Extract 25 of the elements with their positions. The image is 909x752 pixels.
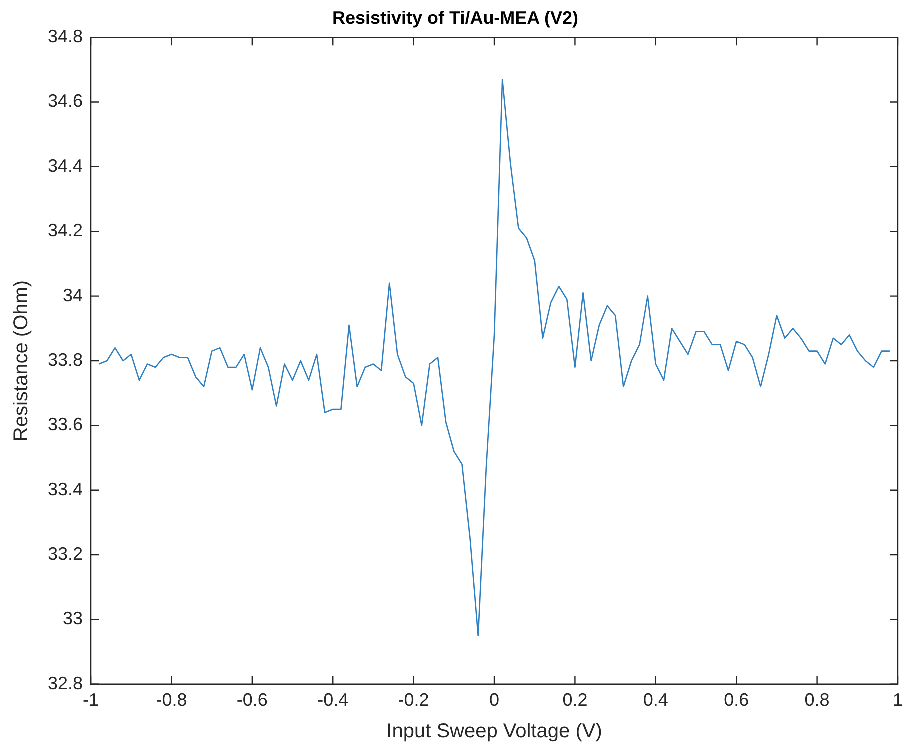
x-tick-label: 0.2: [562, 690, 588, 710]
x-tick-label: 1: [892, 690, 903, 710]
x-tick-label: 0: [490, 690, 500, 710]
y-tick-label: 32.8: [48, 673, 84, 694]
x-axis-title: Input Sweep Voltage (V): [386, 720, 602, 743]
y-tick-label: 34.2: [48, 220, 84, 241]
y-axis-title: Resistance (Ohm): [10, 280, 33, 442]
x-tick-label: 0.8: [804, 690, 830, 710]
chart-title: Resistivity of Ti/Au-MEA (V2): [332, 8, 579, 28]
y-tick-label: 33: [63, 608, 84, 629]
x-tick-label: 0.6: [724, 690, 750, 710]
y-tick-label: 34.6: [48, 91, 84, 112]
x-tick-label: -0.8: [156, 690, 188, 710]
x-tick-label: -0.6: [236, 690, 268, 710]
y-tick-label: 34.8: [48, 26, 84, 47]
x-tick-label: 0.4: [643, 690, 668, 710]
y-tick-label: 33.2: [48, 544, 84, 564]
y-tick-label: 33.4: [48, 479, 84, 500]
x-tick-label: -0.2: [398, 690, 430, 710]
x-tick-label: -1: [83, 690, 100, 710]
x-tick-label: -0.4: [318, 690, 349, 710]
y-tick-label: 34.4: [48, 156, 84, 176]
y-tick-label: 34: [63, 285, 84, 306]
y-tick-label: 33.6: [48, 414, 84, 435]
y-tick-label: 33.8: [48, 350, 84, 370]
